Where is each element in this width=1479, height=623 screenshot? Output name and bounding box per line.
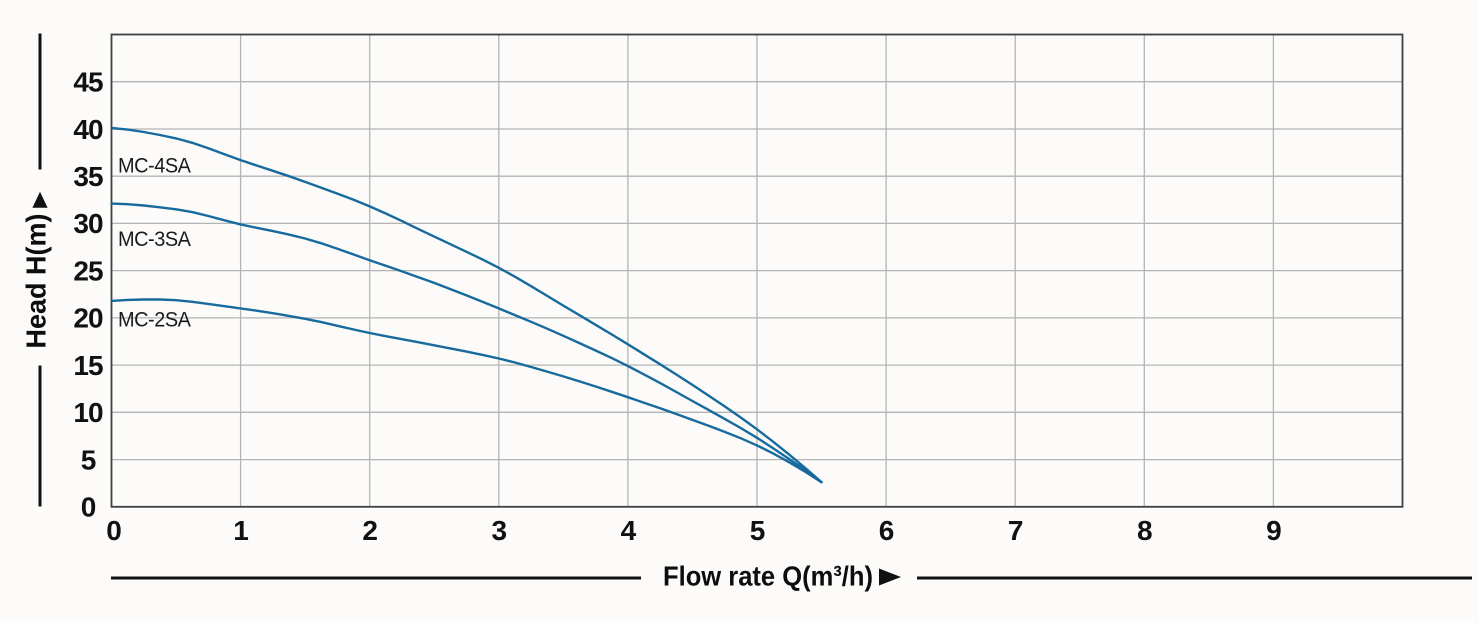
svg-text:35: 35 xyxy=(73,161,103,192)
svg-text:MC-3SA: MC-3SA xyxy=(118,228,191,251)
svg-text:3: 3 xyxy=(492,515,507,546)
svg-text:10: 10 xyxy=(73,397,103,428)
svg-text:Head H(m): Head H(m) xyxy=(21,214,52,349)
svg-text:8: 8 xyxy=(1137,515,1152,546)
svg-text:9: 9 xyxy=(1266,515,1281,546)
svg-text:20: 20 xyxy=(73,303,103,334)
svg-text:45: 45 xyxy=(73,67,103,98)
svg-text:0: 0 xyxy=(106,515,121,546)
svg-text:40: 40 xyxy=(73,114,103,145)
svg-text:15: 15 xyxy=(73,350,103,381)
svg-text:6: 6 xyxy=(879,515,894,546)
svg-text:2: 2 xyxy=(362,515,377,546)
svg-text:1: 1 xyxy=(233,515,248,546)
svg-text:4: 4 xyxy=(621,515,637,546)
svg-text:30: 30 xyxy=(73,208,103,239)
svg-text:0: 0 xyxy=(81,492,96,523)
svg-text:MC-4SA: MC-4SA xyxy=(118,155,191,178)
svg-text:MC-2SA: MC-2SA xyxy=(118,309,191,332)
svg-text:7: 7 xyxy=(1008,515,1023,546)
svg-text:Flow rate Q(m³/h): Flow rate Q(m³/h) xyxy=(663,561,873,592)
svg-text:5: 5 xyxy=(750,515,765,546)
svg-text:5: 5 xyxy=(81,444,96,475)
svg-text:25: 25 xyxy=(73,255,103,286)
